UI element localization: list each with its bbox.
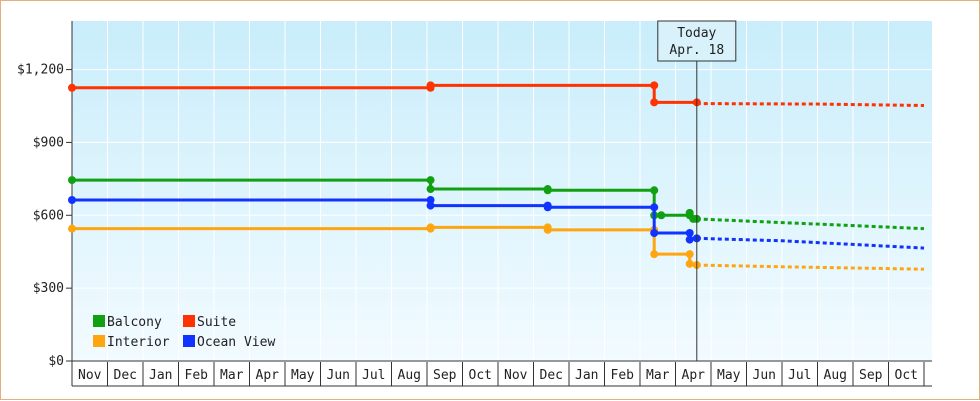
- series-point: [657, 211, 666, 220]
- x-tick-label: Feb: [185, 368, 209, 383]
- x-tick-label: Mar: [220, 368, 244, 383]
- x-tick-label: Nov: [504, 368, 528, 383]
- x-tick-label: Aug: [824, 368, 847, 383]
- series-point: [685, 229, 694, 238]
- series-forecast-interior: [696, 263, 925, 271]
- y-tick-label: $600: [33, 208, 64, 223]
- series-point: [543, 225, 552, 234]
- legend-swatch: [183, 315, 195, 327]
- legend-label: Suite: [197, 315, 236, 330]
- today-label: Today: [677, 26, 716, 41]
- series-point: [68, 176, 76, 185]
- series-point: [650, 203, 659, 212]
- x-tick-label: Dec: [540, 368, 563, 383]
- today-date: Apr. 18: [669, 43, 724, 58]
- series-forecast-suite: [696, 102, 925, 108]
- series-point: [426, 185, 435, 194]
- legend-swatch: [183, 335, 195, 347]
- x-tick-label: Apr: [682, 368, 706, 383]
- x-tick-label: Jul: [362, 368, 385, 383]
- legend-swatch: [93, 335, 105, 347]
- series-point: [426, 81, 435, 90]
- series-point: [650, 186, 659, 195]
- x-tick-label: Oct: [469, 368, 492, 383]
- plot-area: [72, 21, 932, 361]
- series-point: [68, 83, 76, 92]
- legend-label: Interior: [107, 335, 170, 350]
- x-tick-label: Jan: [575, 368, 598, 383]
- x-tick-label: Oct: [895, 368, 918, 383]
- y-tick-label: $0: [48, 354, 64, 369]
- x-tick-label: Apr: [256, 368, 280, 383]
- legend-swatch: [93, 315, 105, 327]
- x-tick-label: Sep: [433, 368, 457, 383]
- x-tick-label: Jun: [753, 368, 776, 383]
- series-point: [426, 176, 435, 185]
- x-tick-label: Feb: [611, 368, 635, 383]
- x-tick-label: Mar: [646, 368, 670, 383]
- x-tick-label: Jun: [327, 368, 350, 383]
- y-tick-label: $900: [33, 135, 64, 150]
- series-forecast-ocean-view: [696, 236, 925, 250]
- x-tick-label: Dec: [114, 368, 137, 383]
- x-tick-label: May: [717, 368, 741, 383]
- y-tick-label: $300: [33, 281, 64, 296]
- series-forecast-balcony: [696, 217, 925, 231]
- series-point: [543, 186, 552, 195]
- x-tick-label: May: [291, 368, 315, 383]
- series-point: [426, 223, 435, 232]
- series-point: [543, 203, 552, 212]
- series-point: [685, 208, 694, 217]
- series-line-suite: [72, 83, 697, 104]
- today-box: [657, 20, 737, 62]
- legend-label: Balcony: [107, 315, 162, 330]
- series-point: [685, 259, 694, 268]
- x-tick-label: Sep: [859, 368, 883, 383]
- series-point: [650, 98, 659, 107]
- x-tick-label: Aug: [398, 368, 421, 383]
- x-tick-label: Jul: [788, 368, 811, 383]
- series-point: [650, 250, 659, 259]
- legend-label: Ocean View: [197, 335, 275, 350]
- series-point: [68, 224, 76, 233]
- series-point: [68, 195, 76, 204]
- x-tick-label: Nov: [78, 368, 102, 383]
- series-point: [426, 201, 435, 210]
- series-point: [685, 235, 694, 244]
- series-point: [650, 81, 659, 90]
- series-point: [426, 195, 435, 204]
- series-point: [685, 250, 694, 259]
- y-tick-label: $1,200: [17, 63, 64, 78]
- series-point: [650, 229, 659, 238]
- x-tick-label: Jan: [149, 368, 172, 383]
